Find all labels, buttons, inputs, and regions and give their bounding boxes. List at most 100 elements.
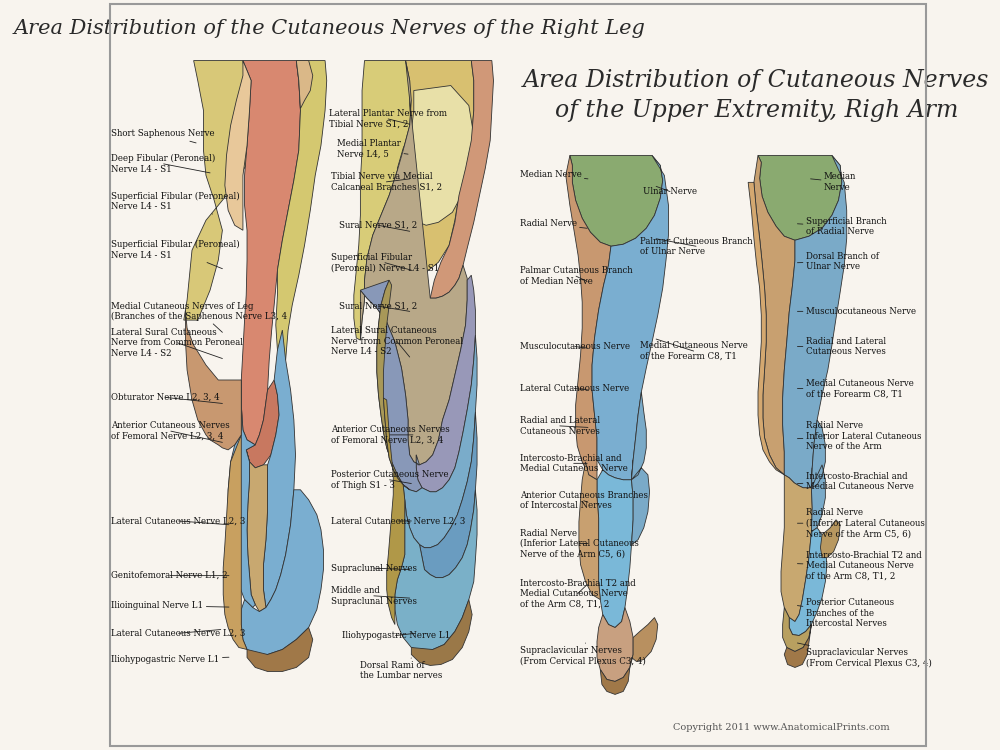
Text: Radial Nerve
(Inferior Lateral Cutaneous
Nerve of the Arm C5, 6): Radial Nerve (Inferior Lateral Cutaneous…	[520, 529, 639, 558]
Text: Lateral Sural Cutaneous
Nerve from Common Peroneal
Nerve L4 - S2: Lateral Sural Cutaneous Nerve from Commo…	[331, 326, 463, 357]
Text: Lateral Cutaneous Nerve L2, 3: Lateral Cutaneous Nerve L2, 3	[331, 517, 465, 526]
Polygon shape	[393, 61, 474, 278]
Polygon shape	[185, 310, 241, 450]
Text: Sural Nerve S1, 2: Sural Nerve S1, 2	[339, 220, 417, 231]
Text: Ilioinguinal Nerve L1: Ilioinguinal Nerve L1	[111, 601, 229, 610]
Text: Palmar Cutaneous Branch
of Ulnar Nerve: Palmar Cutaneous Branch of Ulnar Nerve	[640, 236, 752, 256]
Polygon shape	[411, 599, 472, 665]
Polygon shape	[276, 61, 327, 360]
Polygon shape	[579, 462, 600, 599]
Text: Radial Nerve
(Inferior Lateral Cutaneous
Nerve of the Arm C5, 6): Radial Nerve (Inferior Lateral Cutaneous…	[797, 509, 925, 538]
Text: Copyright 2011 www.AnatomicalPrints.com: Copyright 2011 www.AnatomicalPrints.com	[673, 723, 889, 732]
Text: Medial Cutaneous Nerve
of the Forearm C8, T1: Medial Cutaneous Nerve of the Forearm C8…	[797, 379, 914, 398]
Polygon shape	[597, 608, 633, 682]
Text: Area Distribution of the Cutaneous Nerves of the Right Leg: Area Distribution of the Cutaneous Nerve…	[13, 20, 645, 38]
Polygon shape	[781, 468, 812, 622]
Text: Intercosto-Brachial T2 and
Medial Cutaneous Nerve
of the Arm C8, T1, 2: Intercosto-Brachial T2 and Medial Cutane…	[520, 579, 636, 608]
Text: Dorsal Branch of
Ulnar Nerve: Dorsal Branch of Ulnar Nerve	[797, 251, 879, 271]
Text: Iliohypogastric Nerve L1: Iliohypogastric Nerve L1	[111, 655, 229, 664]
Text: Medial Cutaneous Nerve
of the Forearm C8, T1: Medial Cutaneous Nerve of the Forearm C8…	[640, 339, 748, 361]
Polygon shape	[783, 608, 811, 652]
Polygon shape	[420, 412, 477, 578]
Polygon shape	[754, 155, 795, 475]
Polygon shape	[820, 520, 840, 558]
Polygon shape	[246, 380, 279, 468]
Text: Tibial Nerve via Medial
Calcaneal Branches S1, 2: Tibial Nerve via Medial Calcaneal Branch…	[331, 172, 442, 191]
Polygon shape	[360, 280, 422, 492]
Text: Musculocutaneous Nerve: Musculocutaneous Nerve	[797, 307, 916, 316]
Text: Palmar Cutaneous Branch
of Median Nerve: Palmar Cutaneous Branch of Median Nerve	[520, 266, 632, 286]
Polygon shape	[360, 61, 467, 465]
Polygon shape	[430, 61, 493, 298]
Text: Supraclavicular Nerves
(From Cervical Plexus C3, 4): Supraclavicular Nerves (From Cervical Pl…	[520, 643, 646, 665]
Text: Supraclavicular Nerves
(From Cervical Plexus C3, 4): Supraclavicular Nerves (From Cervical Pl…	[797, 643, 932, 668]
Polygon shape	[811, 420, 825, 532]
Polygon shape	[570, 155, 663, 246]
Text: Posterior Cutaneous Nerve
of Thigh S1 - 3: Posterior Cutaneous Nerve of Thigh S1 - …	[331, 470, 448, 490]
Polygon shape	[600, 668, 630, 694]
Text: Lateral Cutaneous Nerve L2, 3: Lateral Cutaneous Nerve L2, 3	[111, 517, 246, 526]
Polygon shape	[223, 435, 247, 650]
Text: Lateral Plantar Nerve from
Tibial Nerve S1, 2: Lateral Plantar Nerve from Tibial Nerve …	[329, 110, 447, 129]
Polygon shape	[228, 380, 255, 608]
Polygon shape	[263, 330, 296, 608]
Text: Ulnar Nerve: Ulnar Nerve	[643, 186, 697, 196]
Text: Radial Nerve: Radial Nerve	[520, 219, 587, 228]
Text: Radial and Lateral
Cutaneous Nerves: Radial and Lateral Cutaneous Nerves	[520, 416, 600, 436]
Polygon shape	[783, 155, 847, 488]
Polygon shape	[354, 61, 411, 340]
Text: Medial Plantar
Nerve L4, 5: Medial Plantar Nerve L4, 5	[337, 140, 408, 158]
Text: Lateral Cutaneous Nerve: Lateral Cutaneous Nerve	[520, 384, 629, 393]
Polygon shape	[247, 628, 313, 671]
Text: Posterior Cutaneous
Branches of the
Intercostal Nerves: Posterior Cutaneous Branches of the Inte…	[797, 598, 894, 628]
Polygon shape	[403, 335, 477, 548]
Text: Genitofemoral Nerve L1, 2: Genitofemoral Nerve L1, 2	[111, 572, 229, 580]
Text: Median Nerve: Median Nerve	[520, 170, 588, 178]
Text: Intercosto-Brachial T2 and
Medial Cutaneous Nerve
of the Arm C8, T1, 2: Intercosto-Brachial T2 and Medial Cutane…	[797, 551, 921, 580]
Text: Radial Nerve
Inferior Lateral Cutaneous
Nerve of the Arm: Radial Nerve Inferior Lateral Cutaneous …	[797, 422, 921, 452]
Text: Superficial Fibular (Peroneal)
Nerve L4 - S1: Superficial Fibular (Peroneal) Nerve L4 …	[111, 191, 240, 214]
Text: Median
Nerve: Median Nerve	[811, 172, 856, 191]
Polygon shape	[225, 61, 251, 230]
Text: Superficial Fibular (Peroneal)
Nerve L4 - S1: Superficial Fibular (Peroneal) Nerve L4 …	[111, 240, 240, 268]
Polygon shape	[789, 528, 827, 635]
Polygon shape	[397, 86, 474, 225]
Text: Intercosto-Brachial and
Medial Cutaneous Nerve: Intercosto-Brachial and Medial Cutaneous…	[520, 454, 628, 473]
Text: Short Saphenous Nerve: Short Saphenous Nerve	[111, 130, 215, 143]
Polygon shape	[241, 61, 300, 445]
Polygon shape	[246, 450, 268, 611]
Text: Superficial Fibular
(Peroneal) Nerve L4 - S1: Superficial Fibular (Peroneal) Nerve L4 …	[331, 253, 439, 272]
Text: Area Distribution of Cutaneous Nerves
of the Upper Extremity, Righ Arm: Area Distribution of Cutaneous Nerves of…	[523, 69, 990, 122]
Polygon shape	[784, 625, 811, 668]
Text: Obturator Nerve L2, 3, 4: Obturator Nerve L2, 3, 4	[111, 393, 222, 404]
Polygon shape	[597, 460, 633, 628]
Polygon shape	[758, 155, 842, 240]
Text: Anterior Cutaneous Branches
of Intercostal Nerves: Anterior Cutaneous Branches of Intercost…	[520, 491, 648, 511]
Text: Sural Nerve S1, 2: Sural Nerve S1, 2	[339, 302, 417, 311]
Text: Anterior Cutaneous Nerves
of Femoral Nerve L2, 3, 4: Anterior Cutaneous Nerves of Femoral Ner…	[331, 425, 450, 445]
Polygon shape	[296, 61, 313, 109]
Polygon shape	[377, 280, 410, 490]
Polygon shape	[630, 617, 658, 668]
Text: Superficial Branch
of Radial Nerve: Superficial Branch of Radial Nerve	[797, 217, 886, 236]
Text: Medial Cutaneous Nerves of Leg
(Branches of the Saphenous Nerve L3, 4: Medial Cutaneous Nerves of Leg (Branches…	[111, 302, 288, 332]
Text: Dorsal Rami of
the Lumbar nerves: Dorsal Rami of the Lumbar nerves	[360, 658, 443, 680]
Polygon shape	[241, 490, 323, 655]
Polygon shape	[416, 275, 475, 492]
Text: Anterior Cutaneous Nerves
of Femoral Nerve L2, 3, 4: Anterior Cutaneous Nerves of Femoral Ner…	[111, 422, 230, 442]
Polygon shape	[748, 182, 784, 475]
Text: Musculocutaneous Nerve: Musculocutaneous Nerve	[520, 342, 630, 351]
Text: Lateral Cutaneous Nerve L2, 3: Lateral Cutaneous Nerve L2, 3	[111, 628, 246, 638]
Text: Deep Fibular (Peroneal)
Nerve L4 - S1: Deep Fibular (Peroneal) Nerve L4 - S1	[111, 154, 216, 174]
Text: Intercosto-Brachial and
Medial Cutaneous Nerve: Intercosto-Brachial and Medial Cutaneous…	[797, 472, 914, 491]
Polygon shape	[395, 490, 477, 652]
Polygon shape	[383, 398, 405, 625]
Text: Iliohypogastric Nerve L1: Iliohypogastric Nerve L1	[342, 631, 450, 640]
Polygon shape	[631, 392, 650, 544]
Polygon shape	[566, 155, 611, 480]
Text: Lateral Sural Cutaneous
Nerve from Common Peroneal
Nerve L4 - S2: Lateral Sural Cutaneous Nerve from Commo…	[111, 328, 243, 358]
Text: Supraclunal Nerves: Supraclunal Nerves	[331, 564, 417, 573]
Text: Radial and Lateral
Cutaneous Nerves: Radial and Lateral Cutaneous Nerves	[797, 337, 886, 356]
Polygon shape	[592, 155, 668, 480]
Text: Middle and
Supraclunal Nerves: Middle and Supraclunal Nerves	[331, 586, 417, 605]
